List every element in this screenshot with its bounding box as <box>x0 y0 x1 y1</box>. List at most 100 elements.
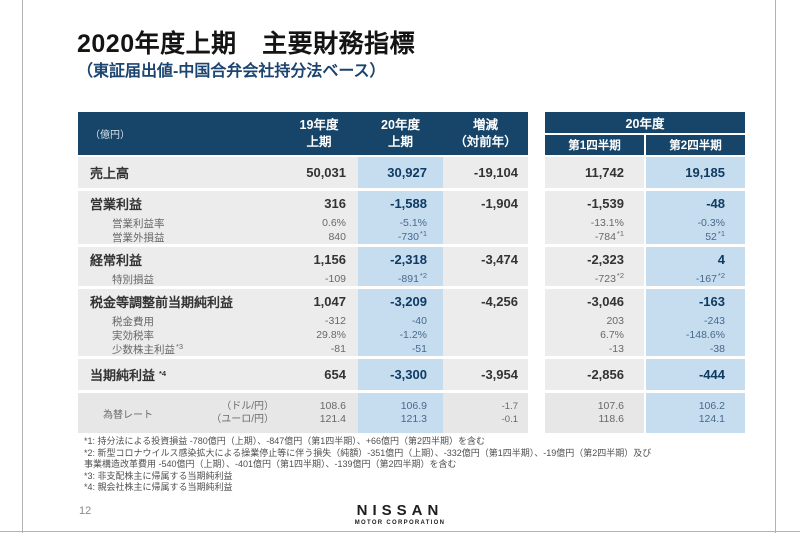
cell-q2: 4 <box>646 247 745 272</box>
cell-fy19: -312 <box>280 314 358 328</box>
cell-q1: -2,856 <box>545 359 644 390</box>
nissan-logo-subtext: MOTOR CORPORATION <box>354 520 446 526</box>
cell-value: -3,209 <box>390 294 427 309</box>
footnote-marker: *3 <box>176 341 184 351</box>
footnote-marker: *1 <box>616 229 624 238</box>
cell-chg: -4,256 <box>443 289 528 314</box>
cell-value: 営業利益 <box>90 197 143 212</box>
cell-value: -167*2 <box>695 271 725 285</box>
column-spacer <box>528 393 545 433</box>
footnotes: *1: 持分法による投資損益 -780億円（上期）、-847億円（第1四半期）、… <box>84 436 651 494</box>
cell-fy20: -1,588 <box>358 191 443 216</box>
cell-value: 654 <box>324 367 346 382</box>
col-header-q2: 第2四半期 <box>646 135 745 155</box>
footnote-marker: *4 <box>159 369 167 378</box>
metric-row: 営業利益 316 -1,588 -1,904 -1,539 -48 <box>78 191 745 216</box>
cell-value: -730*1 <box>397 229 427 243</box>
cell-q2: -163 <box>646 289 745 314</box>
slide-right-border <box>775 0 776 533</box>
slide-bottom-border <box>0 531 800 532</box>
metric-subrow: 営業外損益 840 -730*1 -784*1 52*1 <box>78 229 745 244</box>
cell-fy20: -40 <box>358 314 443 328</box>
exchange-rate-label-cell: 為替レート （ドル/円） （ユーロ/円） <box>78 393 280 433</box>
cell-q1: -784*1 <box>545 229 644 244</box>
cell-value: -0.1 <box>501 414 518 425</box>
cell-chg <box>443 314 528 328</box>
footnote-marker: *2 <box>616 271 624 280</box>
cell-q2: -167*2 <box>646 271 745 286</box>
col-header-text: 19年度 <box>299 118 339 133</box>
col-header-text: （対前年） <box>454 134 517 149</box>
cell-value: -1,904 <box>481 196 518 211</box>
currency-labels: （ドル/円） （ユーロ/円） <box>178 400 280 426</box>
quarter-table-header: 20年度 第1四半期 第2四半期 <box>545 112 745 155</box>
cell-value: -2,856 <box>587 367 624 382</box>
page-number: 12 <box>79 505 92 517</box>
cell-value: 4 <box>717 252 725 267</box>
metric-subrow: 税金費用 -312 -40 203 -243 <box>78 314 745 328</box>
cell-value: -3,474 <box>481 252 518 267</box>
cell-value: 108.6 <box>319 400 346 412</box>
cell-value: -5.1% <box>399 217 427 229</box>
cell-value: 11,742 <box>584 165 624 180</box>
cell-fy20: -2,318 <box>358 247 443 272</box>
cell-chg <box>443 328 528 342</box>
cell-q1: 107.6 118.6 <box>545 393 644 433</box>
column-spacer <box>528 342 545 356</box>
cell-chg: -1.7 -0.1 <box>443 393 528 433</box>
cell-value: 1,047 <box>313 294 346 309</box>
cell-value: -51 <box>411 343 427 355</box>
metric-row: 当期純利益 *4 654 -3,300 -3,954 -2,856 -444 <box>78 359 745 390</box>
main-table-header: （億円） 19年度 上期 20年度 上期 増減 （対前年） <box>78 112 528 155</box>
cell-fy20: -3,209 <box>358 289 443 314</box>
metric-label-cell: 営業外損益 <box>78 230 280 244</box>
cell-value: -148.6% <box>685 329 725 341</box>
metric-row-group: 為替レート （ドル/円） （ユーロ/円） 108.6 121.4 106.9 121.3 -1… <box>78 393 745 433</box>
cell-value: -4,256 <box>481 294 518 309</box>
cell-chg: -19,104 <box>443 157 528 188</box>
col-header-text: 上期 <box>306 134 332 149</box>
cell-fy19: 29.8% <box>280 328 358 342</box>
cell-q2: 52*1 <box>646 229 745 244</box>
cell-q1: 203 <box>545 314 644 328</box>
cell-q2: 19,185 <box>646 157 745 188</box>
metric-row: 売上高 50,031 30,927 -19,104 11,742 19,185 <box>78 157 745 188</box>
column-spacer <box>528 247 545 272</box>
cell-fy20: -51 <box>358 342 443 356</box>
cell-fy20: -891*2 <box>358 271 443 286</box>
cell-fy19: 316 <box>280 191 358 216</box>
cell-chg <box>443 342 528 356</box>
cell-q1: -13 <box>545 342 644 356</box>
cell-value: 19,185 <box>685 165 725 180</box>
cell-q2: -0.3% <box>646 216 745 230</box>
cell-value: -3,954 <box>481 367 518 382</box>
cell-value: 52*1 <box>705 229 725 243</box>
cell-fy19: 50,031 <box>280 157 358 188</box>
cell-fy19: 654 <box>280 359 358 390</box>
currency-label: （ユーロ/円） <box>211 414 274 425</box>
cell-q2: -48 <box>646 191 745 216</box>
footnote-marker: *2 <box>419 271 427 280</box>
metric-label-cell: 当期純利益 *4 <box>78 359 280 390</box>
cell-fy20: 30,927 <box>358 157 443 188</box>
cell-fy20: -3,300 <box>358 359 443 390</box>
cell-value: 118.6 <box>598 413 625 425</box>
cell-value: 30,927 <box>387 165 427 180</box>
cell-value: 税金等調整前当期純利益 <box>90 295 234 310</box>
cell-chg <box>443 272 528 286</box>
cell-value: 税金費用 <box>112 315 154 328</box>
footnote-marker: *1 <box>419 229 427 238</box>
cell-value: 106.9 <box>400 400 427 412</box>
metric-row-group: 売上高 50,031 30,927 -19,104 11,742 19,185 <box>78 157 745 188</box>
footnote-marker: *1 <box>717 229 725 238</box>
cell-value: 203 <box>606 315 624 327</box>
cell-fy19: 1,047 <box>280 289 358 314</box>
footnote-marker: *2 <box>717 271 725 280</box>
quarter-columns: 第1四半期 第2四半期 <box>545 135 745 155</box>
cell-value: -109 <box>324 273 346 285</box>
column-spacer <box>528 289 545 314</box>
metric-row: 税金等調整前当期純利益 1,047 -3,209 -4,256 -3,046 -163 <box>78 289 745 314</box>
column-spacer <box>528 216 545 230</box>
footnote-line: *4: 親会社株主に帰属する当期純利益 <box>84 482 233 493</box>
cell-value: -3,046 <box>587 294 624 309</box>
